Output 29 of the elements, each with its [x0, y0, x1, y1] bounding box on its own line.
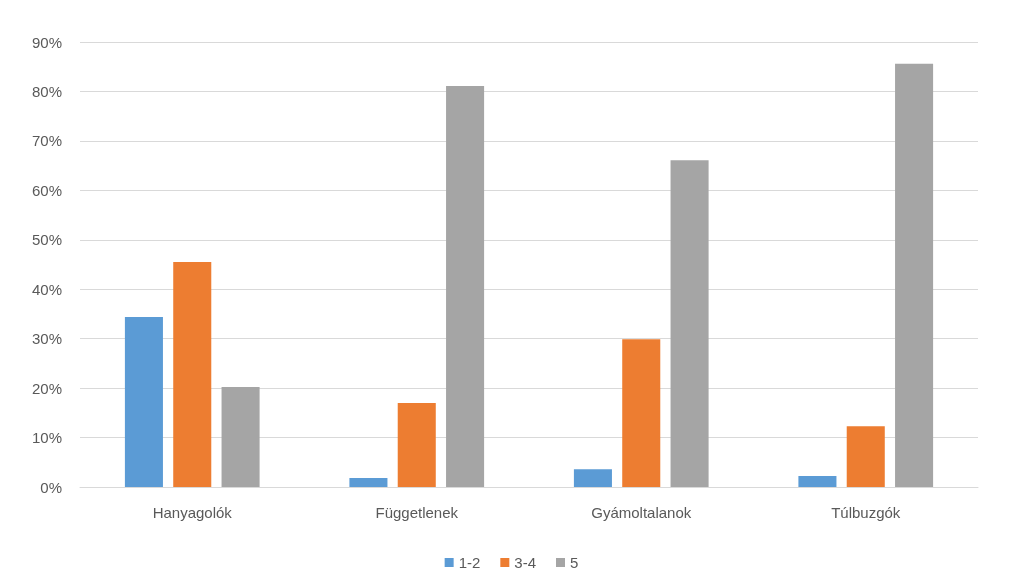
- y-tick-label: 20%: [31, 379, 62, 397]
- y-tick-label: 80%: [31, 82, 62, 100]
- x-tick-label: Túlbuzgók: [831, 504, 901, 521]
- bar: [349, 478, 388, 487]
- bar: [622, 339, 661, 487]
- y-tick-label: 10%: [31, 429, 62, 447]
- bar: [846, 426, 885, 487]
- bar: [573, 469, 612, 487]
- y-tick-label: 90%: [31, 33, 62, 51]
- x-tick-label: Hanyagolók: [152, 504, 233, 521]
- y-tick-label: 30%: [31, 330, 62, 348]
- bar: [798, 476, 837, 487]
- legend-label: 5: [570, 554, 579, 571]
- bar: [446, 86, 485, 487]
- x-tick-label: Függetlenek: [375, 504, 459, 521]
- x-tick-label: Gyámoltalanok: [591, 504, 692, 521]
- bar: [124, 316, 163, 487]
- bar: [670, 160, 709, 487]
- bar: [221, 387, 260, 487]
- bar: [397, 402, 436, 487]
- y-tick-label: 70%: [31, 132, 62, 150]
- bar: [173, 262, 212, 487]
- y-tick-label: 50%: [31, 231, 62, 249]
- y-tick-label: 40%: [31, 280, 62, 298]
- legend-label: 3-4: [514, 554, 537, 571]
- y-tick-label: 60%: [31, 181, 62, 199]
- bar: [895, 63, 934, 487]
- y-tick-label: 0%: [40, 478, 62, 496]
- legend-label: 1-2: [458, 554, 481, 571]
